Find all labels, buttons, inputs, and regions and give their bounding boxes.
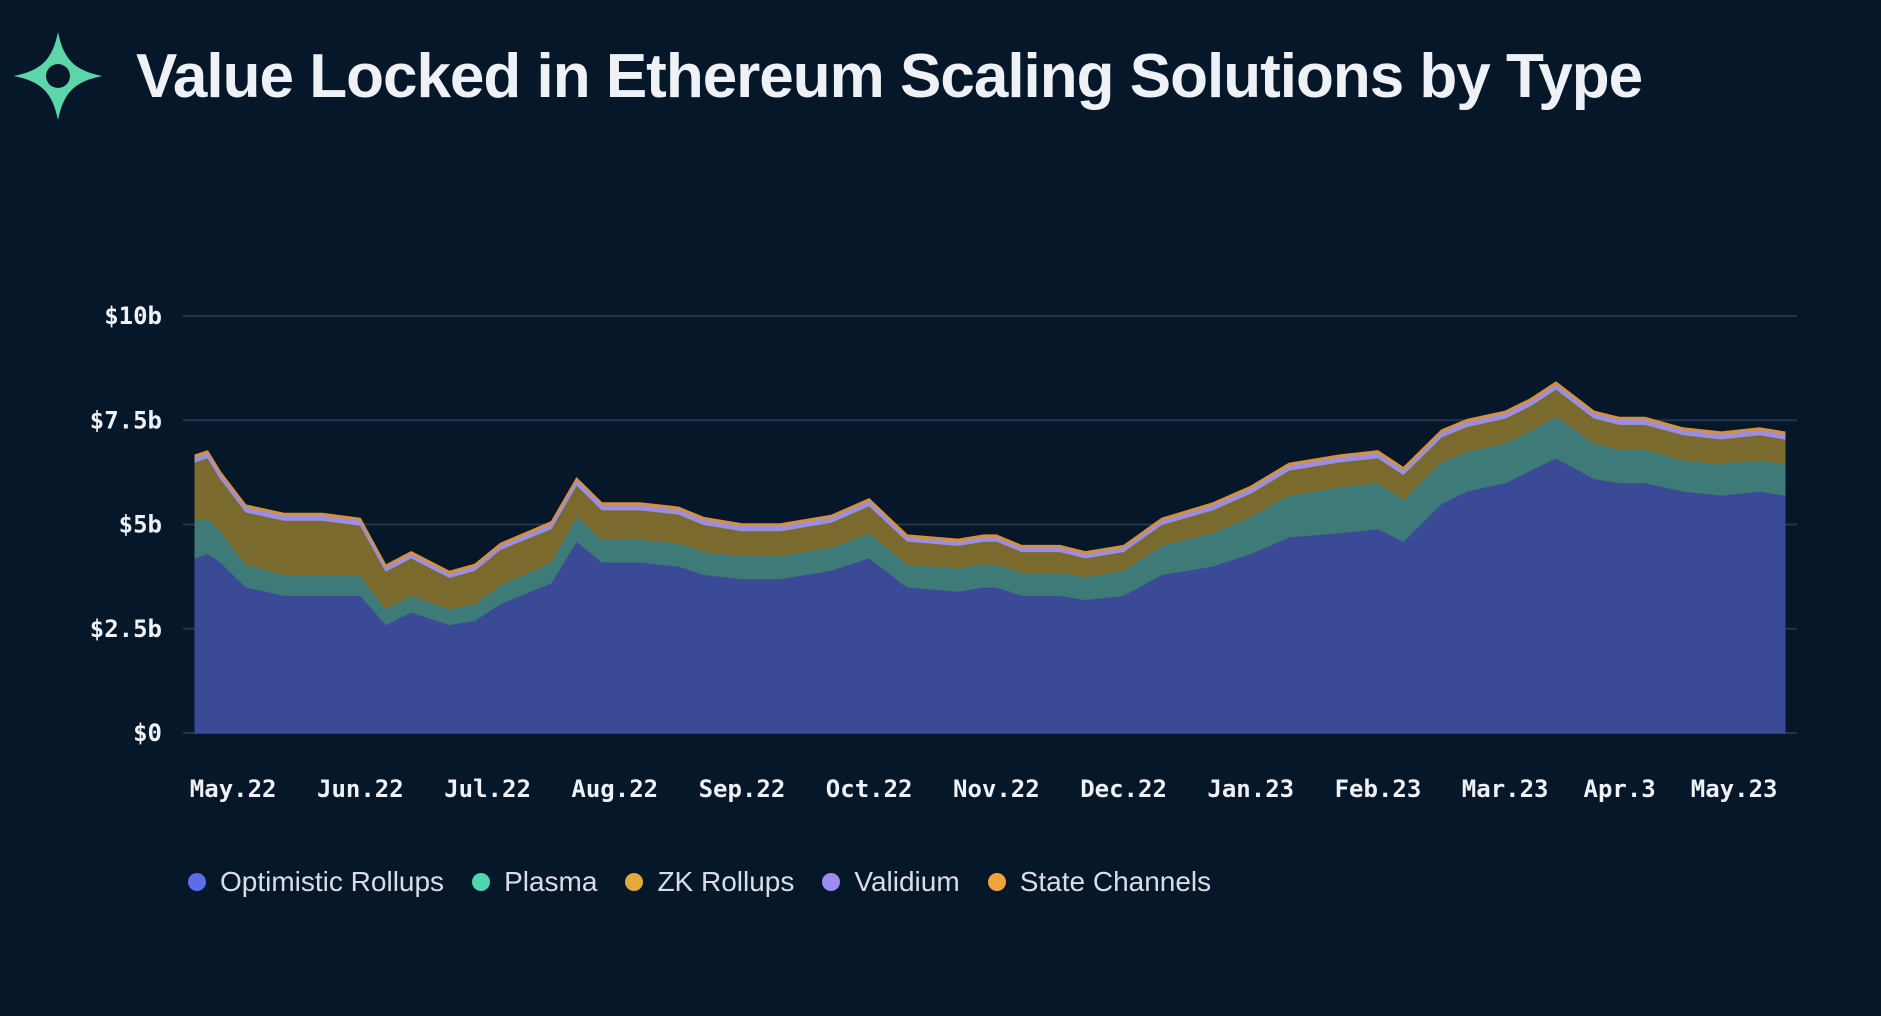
- area-state-channels: [194, 381, 1786, 574]
- x-tick-label: Dec.22: [1080, 775, 1167, 803]
- x-tick-label: Oct.22: [826, 775, 913, 803]
- chart-header: Value Locked in Ethereum Scaling Solutio…: [12, 26, 1643, 126]
- legend-label: ZK Rollups: [657, 866, 795, 897]
- x-tick-label: Jan.23: [1207, 775, 1294, 803]
- x-tick-label: Apr.3: [1584, 775, 1656, 803]
- legend-item-state-channels[interactable]: State Channels: [987, 866, 1212, 898]
- legend-label: Plasma: [504, 866, 598, 897]
- legend-item-optimistic-rollups[interactable]: Optimistic Rollups: [188, 866, 444, 898]
- y-tick-label: $2.5b: [90, 615, 162, 643]
- legend-dot-icon: [472, 873, 491, 891]
- area-series: [194, 381, 1786, 734]
- legend-dot-icon: [987, 873, 1006, 891]
- legend-item-plasma[interactable]: Plasma: [472, 866, 597, 898]
- chart-legend: Optimistic Rollups Plasma ZK Rollups Validi…: [188, 866, 1239, 898]
- legend-dot-icon: [822, 873, 841, 891]
- legend-item-validium[interactable]: Validium: [822, 866, 960, 898]
- legend-dot-icon: [188, 873, 206, 891]
- x-tick-label: Jun.22: [317, 775, 404, 803]
- x-tick-label: Jul.22: [444, 775, 531, 803]
- y-tick-label: $0: [133, 719, 162, 747]
- x-tick-label: May.22: [190, 775, 277, 803]
- x-tick-label: Mar.23: [1462, 775, 1549, 803]
- legend-label: State Channels: [1019, 866, 1212, 897]
- x-tick-label: Sep.22: [699, 775, 786, 803]
- legend-dot-icon: [625, 873, 644, 891]
- x-tick-label: Nov.22: [953, 775, 1040, 803]
- x-tick-label: Feb.23: [1335, 775, 1422, 803]
- sparkle-logo-icon: [13, 31, 103, 121]
- x-axis-ticks: May.22 Jun.22 Jul.22 Aug.22 Sep.22 Oct.22 Nov.…: [190, 775, 1778, 803]
- y-tick-label: $7.5b: [90, 406, 162, 434]
- chart-title: Value Locked in Ethereum Scaling Solutio…: [136, 41, 1643, 111]
- x-tick-label: Aug.22: [571, 775, 658, 803]
- y-axis-ticks: $0 $2.5b $5b $7.5b $10b: [90, 302, 162, 747]
- y-tick-label: $5b: [119, 511, 162, 539]
- legend-label: Validium: [854, 866, 960, 897]
- legend-item-zk-rollups[interactable]: ZK Rollups: [625, 866, 794, 898]
- legend-label: Optimistic Rollups: [220, 866, 445, 897]
- x-tick-label: May.23: [1691, 775, 1778, 803]
- y-tick-label: $10b: [104, 302, 162, 330]
